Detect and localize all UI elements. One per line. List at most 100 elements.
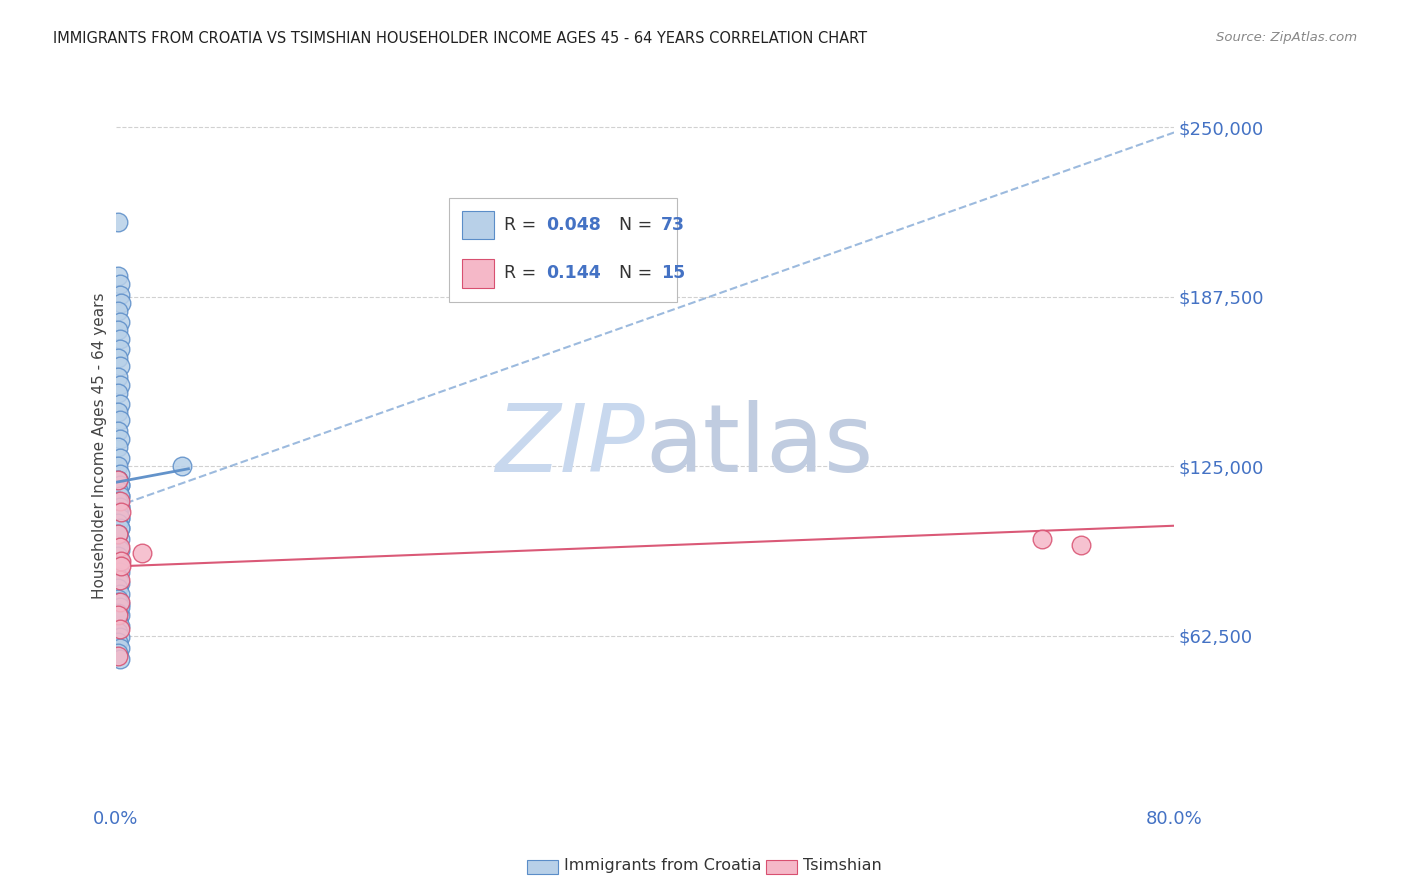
Y-axis label: Householder Income Ages 45 - 64 years: Householder Income Ages 45 - 64 years — [93, 293, 107, 599]
Point — [107, 505, 129, 519]
Point — [131, 546, 153, 560]
Point — [107, 648, 129, 663]
Point — [107, 603, 129, 617]
Text: R =: R = — [505, 264, 541, 282]
Point — [107, 269, 129, 284]
Point — [108, 586, 131, 600]
Point — [107, 527, 129, 541]
Point — [107, 494, 129, 508]
Point — [108, 510, 131, 524]
Point — [108, 277, 131, 292]
Point — [108, 541, 131, 555]
Point — [108, 343, 131, 357]
Point — [107, 549, 129, 563]
Text: Tsimshian: Tsimshian — [803, 858, 882, 872]
Point — [107, 527, 129, 541]
Point — [1031, 533, 1053, 547]
Text: ZIP: ZIP — [495, 401, 645, 491]
Point — [108, 288, 131, 302]
Point — [107, 624, 129, 639]
Point — [107, 591, 129, 606]
Point — [107, 473, 129, 487]
Point — [107, 215, 129, 229]
Point — [107, 606, 129, 620]
Point — [108, 315, 131, 329]
Point — [107, 516, 129, 530]
Point — [108, 489, 131, 503]
Point — [108, 600, 131, 615]
Point — [107, 473, 129, 487]
Point — [170, 458, 193, 473]
Point — [108, 543, 131, 558]
Point — [108, 478, 131, 492]
Point — [107, 559, 129, 574]
Point — [108, 622, 131, 636]
Text: Immigrants from Croatia: Immigrants from Croatia — [564, 858, 761, 872]
Point — [108, 608, 131, 623]
Point — [108, 554, 131, 568]
Text: atlas: atlas — [645, 400, 873, 491]
Point — [108, 397, 131, 411]
Point — [108, 640, 131, 655]
FancyBboxPatch shape — [461, 259, 494, 287]
Point — [108, 450, 131, 465]
Point — [108, 467, 131, 482]
Text: 73: 73 — [661, 216, 685, 234]
Point — [108, 651, 131, 665]
Point — [107, 369, 129, 384]
Point — [107, 505, 129, 519]
Point — [107, 473, 129, 487]
Point — [107, 458, 129, 473]
FancyBboxPatch shape — [449, 198, 676, 302]
Point — [108, 478, 131, 492]
Point — [107, 483, 129, 498]
Point — [110, 559, 132, 574]
Text: R =: R = — [505, 216, 541, 234]
Point — [107, 608, 129, 623]
Point — [1070, 538, 1092, 552]
Point — [107, 351, 129, 365]
Point — [108, 521, 131, 535]
Text: 0.048: 0.048 — [547, 216, 602, 234]
Point — [110, 554, 132, 568]
Point — [108, 500, 131, 514]
Point — [108, 489, 131, 503]
Text: 0.144: 0.144 — [547, 264, 602, 282]
Point — [108, 595, 131, 609]
Point — [108, 332, 131, 346]
Point — [107, 581, 129, 595]
Point — [107, 405, 129, 419]
Point — [108, 510, 131, 524]
Point — [108, 494, 131, 508]
Point — [108, 630, 131, 644]
Point — [107, 635, 129, 649]
Point — [110, 505, 132, 519]
FancyBboxPatch shape — [461, 211, 494, 239]
Point — [108, 619, 131, 633]
Point — [107, 385, 129, 400]
Point — [108, 565, 131, 579]
Text: N =: N = — [607, 264, 658, 282]
Point — [108, 377, 131, 392]
Point — [107, 538, 129, 552]
Point — [107, 424, 129, 438]
Point — [108, 500, 131, 514]
Point — [107, 440, 129, 454]
Text: Source: ZipAtlas.com: Source: ZipAtlas.com — [1216, 31, 1357, 45]
Point — [107, 595, 129, 609]
Point — [107, 323, 129, 337]
Point — [108, 533, 131, 547]
Point — [108, 575, 131, 590]
Point — [108, 359, 131, 373]
Point — [107, 494, 129, 508]
Point — [108, 413, 131, 427]
Point — [108, 573, 131, 587]
Point — [107, 614, 129, 628]
Point — [107, 570, 129, 584]
Point — [107, 483, 129, 498]
Point — [110, 296, 132, 310]
Point — [108, 521, 131, 535]
Point — [107, 304, 129, 318]
Text: N =: N = — [607, 216, 658, 234]
Point — [108, 432, 131, 446]
